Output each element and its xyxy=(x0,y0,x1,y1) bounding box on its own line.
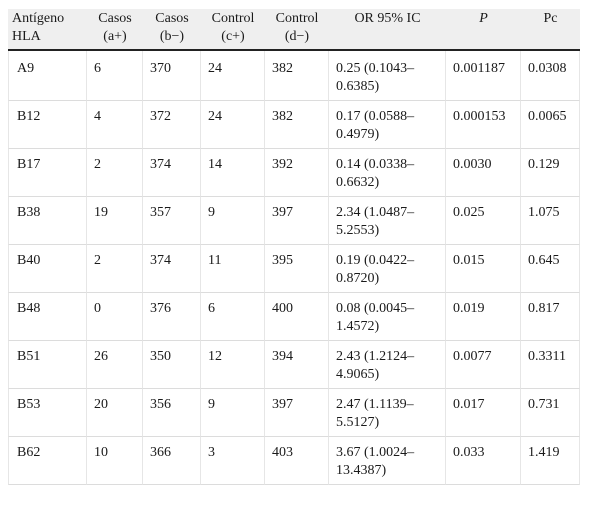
cell-casos-a: 2 xyxy=(87,245,143,293)
table-row: B48 0 376 6 400 0.08 (0.0045– 1.4572) 0.019 0.81… xyxy=(8,293,580,341)
cell-control-d: 395 xyxy=(265,245,329,293)
header-control-d: Control (d−) xyxy=(265,9,329,51)
cell-casos-a: 0 xyxy=(87,293,143,341)
cell-casos-a: 20 xyxy=(87,389,143,437)
cell-or-ic: 2.43 (1.2124– 4.9065) xyxy=(329,341,446,389)
table-row: A9 6 370 24 382 0.25 (0.1043– 0.6385) 0.001187 0… xyxy=(8,51,580,101)
cell-pc: 0.0308 xyxy=(521,51,580,101)
header-casos-b: Casos (b−) xyxy=(143,9,201,51)
cell-casos-a: 4 xyxy=(87,101,143,149)
cell-casos-b: 376 xyxy=(143,293,201,341)
cell-casos-b: 370 xyxy=(143,51,201,101)
cell-casos-a: 19 xyxy=(87,197,143,245)
cell-casos-a: 10 xyxy=(87,437,143,485)
cell-p: 0.015 xyxy=(446,245,521,293)
cell-antigen: B38 xyxy=(8,197,87,245)
cell-control-c: 14 xyxy=(201,149,265,197)
cell-control-d: 400 xyxy=(265,293,329,341)
cell-or-ic: 0.25 (0.1043– 0.6385) xyxy=(329,51,446,101)
cell-antigen: B12 xyxy=(8,101,87,149)
cell-antigen: B62 xyxy=(8,437,87,485)
table-row: B12 4 372 24 382 0.17 (0.0588– 0.4979) 0.000153… xyxy=(8,101,580,149)
table-row: B62 10 366 3 403 3.67 (1.0024– 13.4387) 0.033 1.… xyxy=(8,437,580,485)
cell-control-c: 11 xyxy=(201,245,265,293)
header-p: P xyxy=(446,9,521,51)
cell-control-d: 382 xyxy=(265,51,329,101)
table-body: A9 6 370 24 382 0.25 (0.1043– 0.6385) 0.001187 0… xyxy=(8,51,580,485)
header-antigen: Antígeno HLA xyxy=(8,9,87,51)
cell-pc: 0.3311 xyxy=(521,341,580,389)
header-control-c: Control (c+) xyxy=(201,9,265,51)
cell-control-c: 24 xyxy=(201,101,265,149)
cell-p: 0.0030 xyxy=(446,149,521,197)
cell-or-ic: 0.14 (0.0338– 0.6632) xyxy=(329,149,446,197)
table-row: B40 2 374 11 395 0.19 (0.0422– 0.8720) 0.015 0.6… xyxy=(8,245,580,293)
cell-casos-b: 366 xyxy=(143,437,201,485)
cell-control-d: 392 xyxy=(265,149,329,197)
cell-casos-b: 374 xyxy=(143,149,201,197)
cell-p: 0.0077 xyxy=(446,341,521,389)
cell-p: 0.033 xyxy=(446,437,521,485)
cell-antigen: B40 xyxy=(8,245,87,293)
cell-control-c: 9 xyxy=(201,197,265,245)
cell-control-c: 6 xyxy=(201,293,265,341)
cell-pc: 1.419 xyxy=(521,437,580,485)
cell-casos-a: 26 xyxy=(87,341,143,389)
cell-antigen: B53 xyxy=(8,389,87,437)
cell-pc: 0.645 xyxy=(521,245,580,293)
cell-casos-b: 372 xyxy=(143,101,201,149)
cell-control-d: 382 xyxy=(265,101,329,149)
table-row: B17 2 374 14 392 0.14 (0.0338– 0.6632) 0.0030 0.… xyxy=(8,149,580,197)
cell-p: 0.000153 xyxy=(446,101,521,149)
cell-antigen: B51 xyxy=(8,341,87,389)
cell-p: 0.017 xyxy=(446,389,521,437)
cell-control-c: 24 xyxy=(201,51,265,101)
cell-pc: 0.817 xyxy=(521,293,580,341)
header-or-ic: OR 95% IC xyxy=(329,9,446,51)
cell-antigen: B48 xyxy=(8,293,87,341)
table-header: Antígeno HLA Casos (a+) Casos (b−) Contr… xyxy=(8,9,580,51)
hla-antigen-table: Antígeno HLA Casos (a+) Casos (b−) Contr… xyxy=(8,9,580,485)
cell-or-ic: 2.47 (1.1139– 5.5127) xyxy=(329,389,446,437)
table-row: B53 20 356 9 397 2.47 (1.1139– 5.5127) 0.017 0.7… xyxy=(8,389,580,437)
cell-casos-b: 356 xyxy=(143,389,201,437)
cell-casos-a: 6 xyxy=(87,51,143,101)
cell-pc: 1.075 xyxy=(521,197,580,245)
cell-or-ic: 2.34 (1.0487– 5.2553) xyxy=(329,197,446,245)
cell-casos-b: 350 xyxy=(143,341,201,389)
cell-p: 0.001187 xyxy=(446,51,521,101)
cell-p: 0.025 xyxy=(446,197,521,245)
table-row: B51 26 350 12 394 2.43 (1.2124– 4.9065) 0.0077 0… xyxy=(8,341,580,389)
cell-control-d: 403 xyxy=(265,437,329,485)
cell-control-c: 9 xyxy=(201,389,265,437)
cell-antigen: A9 xyxy=(8,51,87,101)
header-pc: Pc xyxy=(521,9,580,51)
cell-or-ic: 0.08 (0.0045– 1.4572) xyxy=(329,293,446,341)
cell-control-c: 12 xyxy=(201,341,265,389)
table-row: B38 19 357 9 397 2.34 (1.0487– 5.2553) 0.025 1.0… xyxy=(8,197,580,245)
header-row: Antígeno HLA Casos (a+) Casos (b−) Contr… xyxy=(8,9,580,51)
cell-or-ic: 0.17 (0.0588– 0.4979) xyxy=(329,101,446,149)
cell-control-d: 397 xyxy=(265,197,329,245)
header-casos-a: Casos (a+) xyxy=(87,9,143,51)
cell-p: 0.019 xyxy=(446,293,521,341)
cell-control-d: 397 xyxy=(265,389,329,437)
cell-pc: 0.0065 xyxy=(521,101,580,149)
cell-control-d: 394 xyxy=(265,341,329,389)
cell-control-c: 3 xyxy=(201,437,265,485)
cell-casos-b: 374 xyxy=(143,245,201,293)
cell-casos-b: 357 xyxy=(143,197,201,245)
cell-pc: 0.731 xyxy=(521,389,580,437)
cell-pc: 0.129 xyxy=(521,149,580,197)
cell-casos-a: 2 xyxy=(87,149,143,197)
hla-table-container: Antígeno HLA Casos (a+) Casos (b−) Contr… xyxy=(8,9,580,485)
cell-or-ic: 0.19 (0.0422– 0.8720) xyxy=(329,245,446,293)
cell-antigen: B17 xyxy=(8,149,87,197)
cell-or-ic: 3.67 (1.0024– 13.4387) xyxy=(329,437,446,485)
